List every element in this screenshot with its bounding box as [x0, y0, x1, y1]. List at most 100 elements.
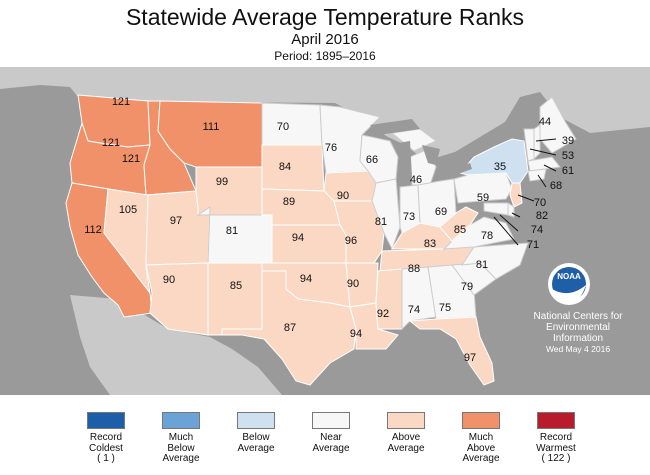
legend-label-line3: Average — [162, 453, 200, 464]
baja-landmass — [100, 307, 128, 367]
state-rank-label: 90 — [163, 274, 175, 286]
legend-swatch — [537, 412, 575, 429]
mexico-landmass — [70, 295, 282, 395]
state-rank-label: 78 — [481, 230, 493, 242]
map-period: Period: 1895–2016 — [274, 49, 376, 63]
state-rank-label: 121 — [102, 137, 120, 149]
state-rank-label: 111 — [203, 121, 220, 133]
state-rank-label: 94 — [300, 273, 312, 285]
state-mississippi — [375, 268, 403, 330]
state-rank-label: 74 — [408, 304, 420, 316]
state-rank-label: 81 — [476, 259, 488, 271]
state-rank-label: 99 — [216, 176, 228, 188]
state-alabama — [401, 266, 437, 331]
legend-swatch — [237, 412, 275, 429]
noaa-org-line1: National Centers for — [533, 311, 623, 322]
state-rank-label: 121 — [112, 96, 130, 108]
state-west-virginia — [439, 206, 479, 242]
state-rank-label: 92 — [377, 308, 389, 320]
state-rank-label: 39 — [562, 135, 574, 147]
state-new-hampshire — [533, 124, 541, 161]
header: Statewide Average Temperature Ranks Apri… — [0, 0, 650, 66]
state-rank-label: 66 — [366, 154, 378, 166]
state-rank-label: 81 — [226, 225, 238, 237]
legend-swatch — [387, 412, 425, 429]
state-rank-label: 105 — [119, 204, 137, 216]
state-texas — [221, 270, 357, 386]
state-rank-label: 83 — [424, 238, 436, 250]
noaa-org-name: National Centers for Environmental Infor… — [520, 311, 636, 344]
legend-item-record-coldest: Record Coldest ( 1 ) — [76, 412, 136, 465]
legend-label-line1: Below — [242, 432, 270, 443]
state-vermont — [523, 128, 535, 162]
state-north-dakota — [261, 102, 323, 146]
state-rank-label: 94 — [292, 232, 304, 244]
state-rank-label: 75 — [439, 302, 451, 314]
state-rank-label: 68 — [550, 180, 562, 192]
legend-swatch — [312, 412, 350, 429]
legend-label-line3: ( 122 ) — [541, 453, 571, 464]
legend-swatch — [87, 412, 125, 429]
state-rank-label: 97 — [464, 352, 476, 364]
state-rank-label: 70 — [534, 197, 546, 209]
legend-label-line2: Average — [237, 442, 275, 454]
state-connecticut — [527, 168, 547, 182]
legend-label-line2: Coldest — [89, 442, 123, 454]
callout-lines — [493, 138, 557, 246]
state-rank-label: 96 — [345, 235, 357, 247]
legend: Record Coldest ( 1 ) Much Below Average … — [0, 412, 650, 472]
state-maryland — [483, 202, 509, 216]
us-map: 121 121 112 121 111 105 97 90 99 81 85 70 84 89 94 94 87… — [0, 67, 650, 395]
legend-label-line1: Above — [391, 432, 421, 443]
legend-swatch — [462, 412, 500, 429]
legend-item-near: Near Average — [301, 412, 361, 454]
state-florida — [408, 316, 495, 386]
legend-item-below: Below Average — [226, 412, 286, 454]
state-rank-label: 88 — [408, 263, 420, 275]
canada-landmass — [0, 67, 650, 159]
lake-erie — [438, 163, 472, 179]
state-massachusetts — [527, 156, 561, 172]
noaa-date: Wed May 4 2016 — [545, 344, 611, 354]
state-rank-label: 69 — [435, 206, 447, 218]
legend-label-line1: Much — [168, 432, 194, 443]
state-rank-label: 94 — [350, 328, 362, 340]
state-rank-label: 53 — [562, 150, 574, 162]
state-rank-label: 76 — [325, 142, 337, 154]
state-rank-label: 44 — [539, 116, 551, 128]
state-south-dakota — [261, 144, 325, 192]
state-rank-label: 89 — [283, 196, 295, 208]
legend-label-line1: Much — [468, 432, 494, 443]
state-rank-label: 90 — [337, 190, 349, 202]
state-rank-label: 35 — [494, 161, 506, 173]
state-rank-label: 97 — [170, 215, 182, 227]
map-subtitle: April 2016 — [291, 31, 359, 48]
legend-label-line1: Record — [539, 432, 573, 443]
legend-label-line2: Above — [466, 442, 496, 454]
state-rank-label: 73 — [403, 211, 415, 223]
lake-huron — [422, 145, 440, 165]
state-rank-label: 81 — [375, 216, 387, 228]
map-title: Statewide Average Temperature Ranks — [125, 4, 525, 30]
state-kansas — [271, 224, 347, 264]
state-rank-label: 82 — [536, 210, 548, 222]
legend-item-record-warmest: Record Warmest ( 122 ) — [526, 412, 586, 465]
state-rank-label: 84 — [279, 161, 291, 173]
state-georgia — [427, 264, 477, 320]
state-rank-label: 70 — [277, 121, 289, 133]
state-rank-label: 87 — [284, 322, 296, 334]
legend-label-line2: Below — [167, 442, 195, 454]
state-rank-label: 46 — [410, 174, 422, 186]
noaa-logo-text: NOAA — [557, 272, 581, 281]
legend-label-line2: Average — [312, 442, 350, 454]
rank-labels: 1211211121211111059790998185708489949487… — [84, 96, 574, 364]
state-wyoming — [195, 166, 263, 216]
state-rank-label: 79 — [461, 281, 473, 293]
state-nevada — [103, 188, 151, 294]
state-rank-label: 112 — [84, 224, 102, 236]
legend-label-line1: Record — [89, 432, 123, 443]
noaa-logo: NOAA — [548, 263, 590, 305]
noaa-org-line2: Environmental — [546, 322, 610, 333]
legend-label-line2: Average — [387, 442, 425, 454]
legend-label-line1: Near — [320, 432, 342, 443]
